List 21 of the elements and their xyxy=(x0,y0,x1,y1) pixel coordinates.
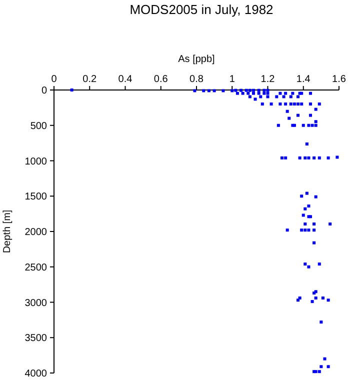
x-tick-label: 0.8 xyxy=(190,74,204,85)
y-tick-label: 500 xyxy=(30,120,48,132)
y-axis-title: Depth [m] xyxy=(2,210,13,254)
y-tick-label: 4000 xyxy=(24,368,48,380)
x-tick-label: 1.2 xyxy=(260,74,276,85)
x-axis-title: As [ppb] xyxy=(178,54,216,65)
y-tick-label: 3500 xyxy=(24,333,48,344)
x-tick-label: 0.6 xyxy=(154,74,168,85)
y-tick-label: 1500 xyxy=(24,192,48,203)
y-tick-label: 3000 xyxy=(24,298,48,309)
y-tick-label: 0 xyxy=(41,86,48,96)
x-tick-label: 0.4 xyxy=(118,74,133,85)
y-tick-label: 2500 xyxy=(24,262,48,274)
x-tick-label: 1 xyxy=(229,74,236,85)
chart-title: MODS2005 in July, 1982 xyxy=(130,2,274,17)
y-tick-label: 2000 xyxy=(24,227,48,238)
x-tick-label: 0.2 xyxy=(82,74,98,85)
x-tick-label: 0 xyxy=(51,74,58,85)
x-tick-label: 1.4 xyxy=(296,74,311,85)
x-tick-label: 1.6 xyxy=(332,74,346,85)
y-tick-label: 1000 xyxy=(24,156,48,168)
